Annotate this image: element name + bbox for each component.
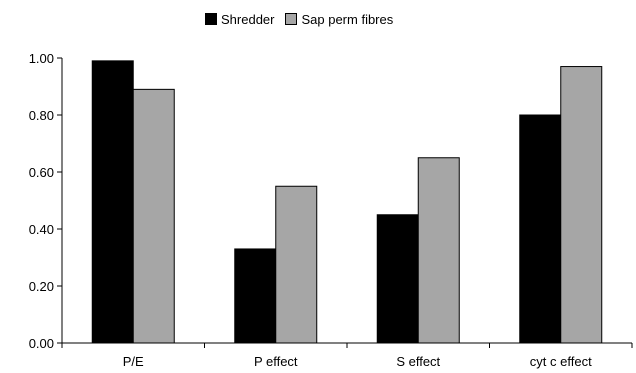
bar-sap-perm-fibres-p-e: [132, 88, 175, 344]
y-tick-label: 0.40: [29, 222, 54, 237]
y-tick-label: 0.00: [29, 336, 54, 351]
x-tick-label-p-effect: P effect: [254, 354, 298, 369]
legend-swatch-shredder: [205, 13, 217, 25]
bar-shredder-p-effect: [234, 248, 277, 344]
bar-sap-perm-fibres-p-effect: [275, 185, 318, 344]
x-tick-label-p-e: P/E: [123, 354, 144, 369]
legend-item-shredder: Shredder: [205, 12, 274, 27]
y-tick-label: 1.00: [29, 51, 54, 66]
legend-item-sap-perm-fibres: Sap perm fibres: [285, 12, 393, 27]
bar-shredder-cyt-c-effect: [519, 114, 562, 344]
bar-sap-perm-fibres-s-effect: [417, 157, 460, 344]
bar-shredder-p-e: [91, 60, 134, 344]
y-tick-label: 0.20: [29, 279, 54, 294]
legend-swatch-sap-perm-fibres: [285, 13, 298, 25]
x-tick-label-s-effect: S effect: [396, 354, 440, 369]
legend-label-sap-perm-fibres: Sap perm fibres: [301, 11, 394, 27]
legend-label-shredder: Shredder: [221, 11, 275, 27]
y-tick-label: 0.60: [29, 165, 54, 180]
y-tick-label: 0.80: [29, 108, 54, 123]
chart-legend: Shredder Sap perm fibres: [205, 9, 404, 29]
bar-shredder-s-effect: [376, 214, 419, 344]
x-tick-label-cyt-c-effect: cyt c effect: [530, 354, 592, 369]
bar-sap-perm-fibres-cyt-c-effect: [560, 66, 603, 344]
